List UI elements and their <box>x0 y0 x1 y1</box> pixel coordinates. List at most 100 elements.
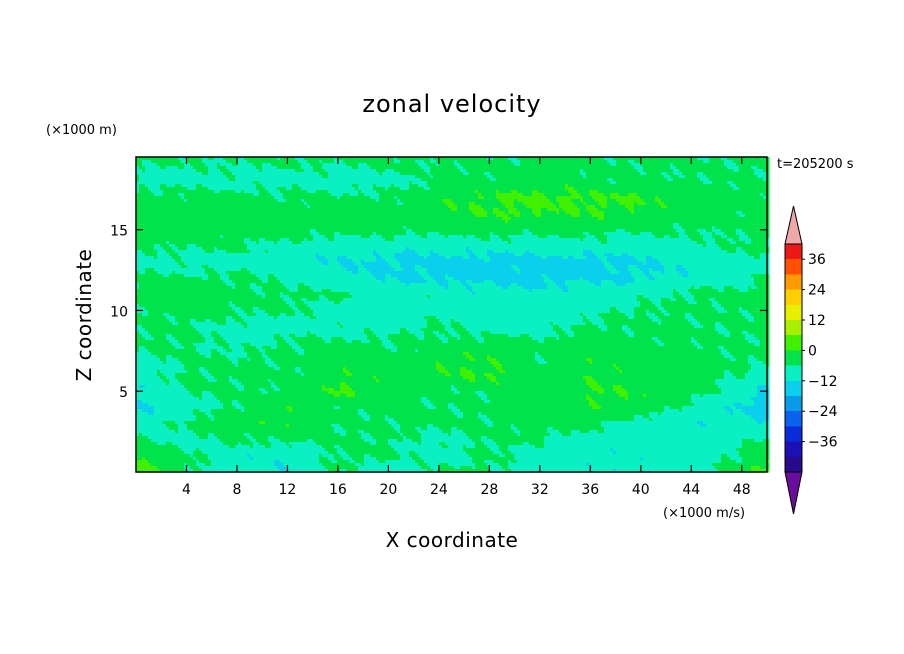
field-cell <box>523 220 526 223</box>
field-cell <box>286 169 289 172</box>
field-cell <box>265 214 268 217</box>
field-cell <box>553 193 556 196</box>
field-cell <box>286 199 289 202</box>
field-cell <box>373 205 376 208</box>
field-cell <box>184 208 187 211</box>
field-cell <box>496 190 499 193</box>
field-cell <box>154 214 157 217</box>
field-cell <box>697 220 700 223</box>
field-cell <box>325 196 328 199</box>
field-cell <box>574 220 577 223</box>
field-cell <box>277 205 280 208</box>
field-cell <box>583 190 586 193</box>
field-cell <box>559 187 562 190</box>
field-cell <box>529 196 532 199</box>
field-cell <box>220 208 223 211</box>
field-cell <box>358 214 361 217</box>
field-cell <box>457 172 460 175</box>
field-cell <box>184 220 187 223</box>
field-cell <box>484 175 487 178</box>
field-cell <box>244 166 247 169</box>
field-cell <box>292 196 295 199</box>
field-cell <box>478 196 481 199</box>
field-cell <box>307 178 310 181</box>
field-cell <box>202 187 205 190</box>
field-cell <box>625 217 628 220</box>
field-cell <box>574 196 577 199</box>
field-cell <box>646 190 649 193</box>
field-cell <box>472 202 475 205</box>
field-cell <box>478 166 481 169</box>
field-cell <box>295 193 298 196</box>
field-cell <box>709 169 712 172</box>
field-cell <box>448 199 451 202</box>
field-cell <box>631 178 634 181</box>
field-cell <box>526 181 529 184</box>
field-cell <box>394 160 397 163</box>
field-cell <box>337 220 340 223</box>
field-cell <box>421 220 424 223</box>
field-cell <box>352 190 355 193</box>
field-cell <box>433 175 436 178</box>
field-cell <box>364 160 367 163</box>
field-cell <box>229 187 232 190</box>
field-cell <box>748 211 751 214</box>
field-cell <box>415 178 418 181</box>
field-cell <box>298 184 301 187</box>
field-cell <box>220 187 223 190</box>
field-cell <box>160 193 163 196</box>
field-cell <box>727 160 730 163</box>
field-cell <box>580 211 583 214</box>
field-cell <box>268 193 271 196</box>
field-cell <box>697 166 700 169</box>
field-cell <box>697 211 700 214</box>
field-cell <box>571 187 574 190</box>
field-cell <box>463 193 466 196</box>
field-cell <box>523 205 526 208</box>
field-cell <box>496 184 499 187</box>
field-cell <box>181 196 184 199</box>
field-cell <box>271 202 274 205</box>
field-cell <box>439 184 442 187</box>
field-cell <box>484 181 487 184</box>
field-cell <box>409 214 412 217</box>
field-cell <box>478 211 481 214</box>
field-cell <box>190 193 193 196</box>
field-cell <box>154 217 157 220</box>
field-cell <box>622 199 625 202</box>
field-cell <box>424 214 427 217</box>
field-cell <box>391 163 394 166</box>
field-cell <box>760 166 763 169</box>
field-cell <box>262 220 265 223</box>
field-cell <box>370 196 373 199</box>
field-cell <box>220 190 223 193</box>
field-cell <box>295 205 298 208</box>
field-cell <box>376 196 379 199</box>
field-cell <box>520 196 523 199</box>
field-cell <box>151 220 154 223</box>
field-cell <box>592 217 595 220</box>
field-cell <box>763 190 766 193</box>
field-cell <box>601 193 604 196</box>
field-cell <box>640 184 643 187</box>
field-cell <box>733 205 736 208</box>
field-cell <box>505 208 508 211</box>
field-cell <box>304 169 307 172</box>
field-cell <box>178 199 181 202</box>
field-cell <box>610 211 613 214</box>
field-cell <box>196 163 199 166</box>
field-cell <box>748 220 751 223</box>
field-cell <box>295 169 298 172</box>
field-cell <box>154 169 157 172</box>
field-cell <box>733 169 736 172</box>
field-cell <box>613 205 616 208</box>
field-cell <box>280 175 283 178</box>
field-cell <box>376 190 379 193</box>
field-cell <box>313 160 316 163</box>
field-cell <box>586 211 589 214</box>
field-cell <box>553 175 556 178</box>
field-cell <box>169 175 172 178</box>
field-cell <box>274 226 277 229</box>
field-cell <box>199 202 202 205</box>
field-cell <box>733 193 736 196</box>
